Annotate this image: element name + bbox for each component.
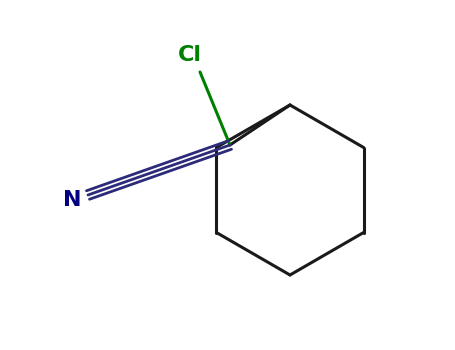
Text: Cl: Cl (178, 45, 202, 65)
Text: N: N (63, 190, 81, 210)
